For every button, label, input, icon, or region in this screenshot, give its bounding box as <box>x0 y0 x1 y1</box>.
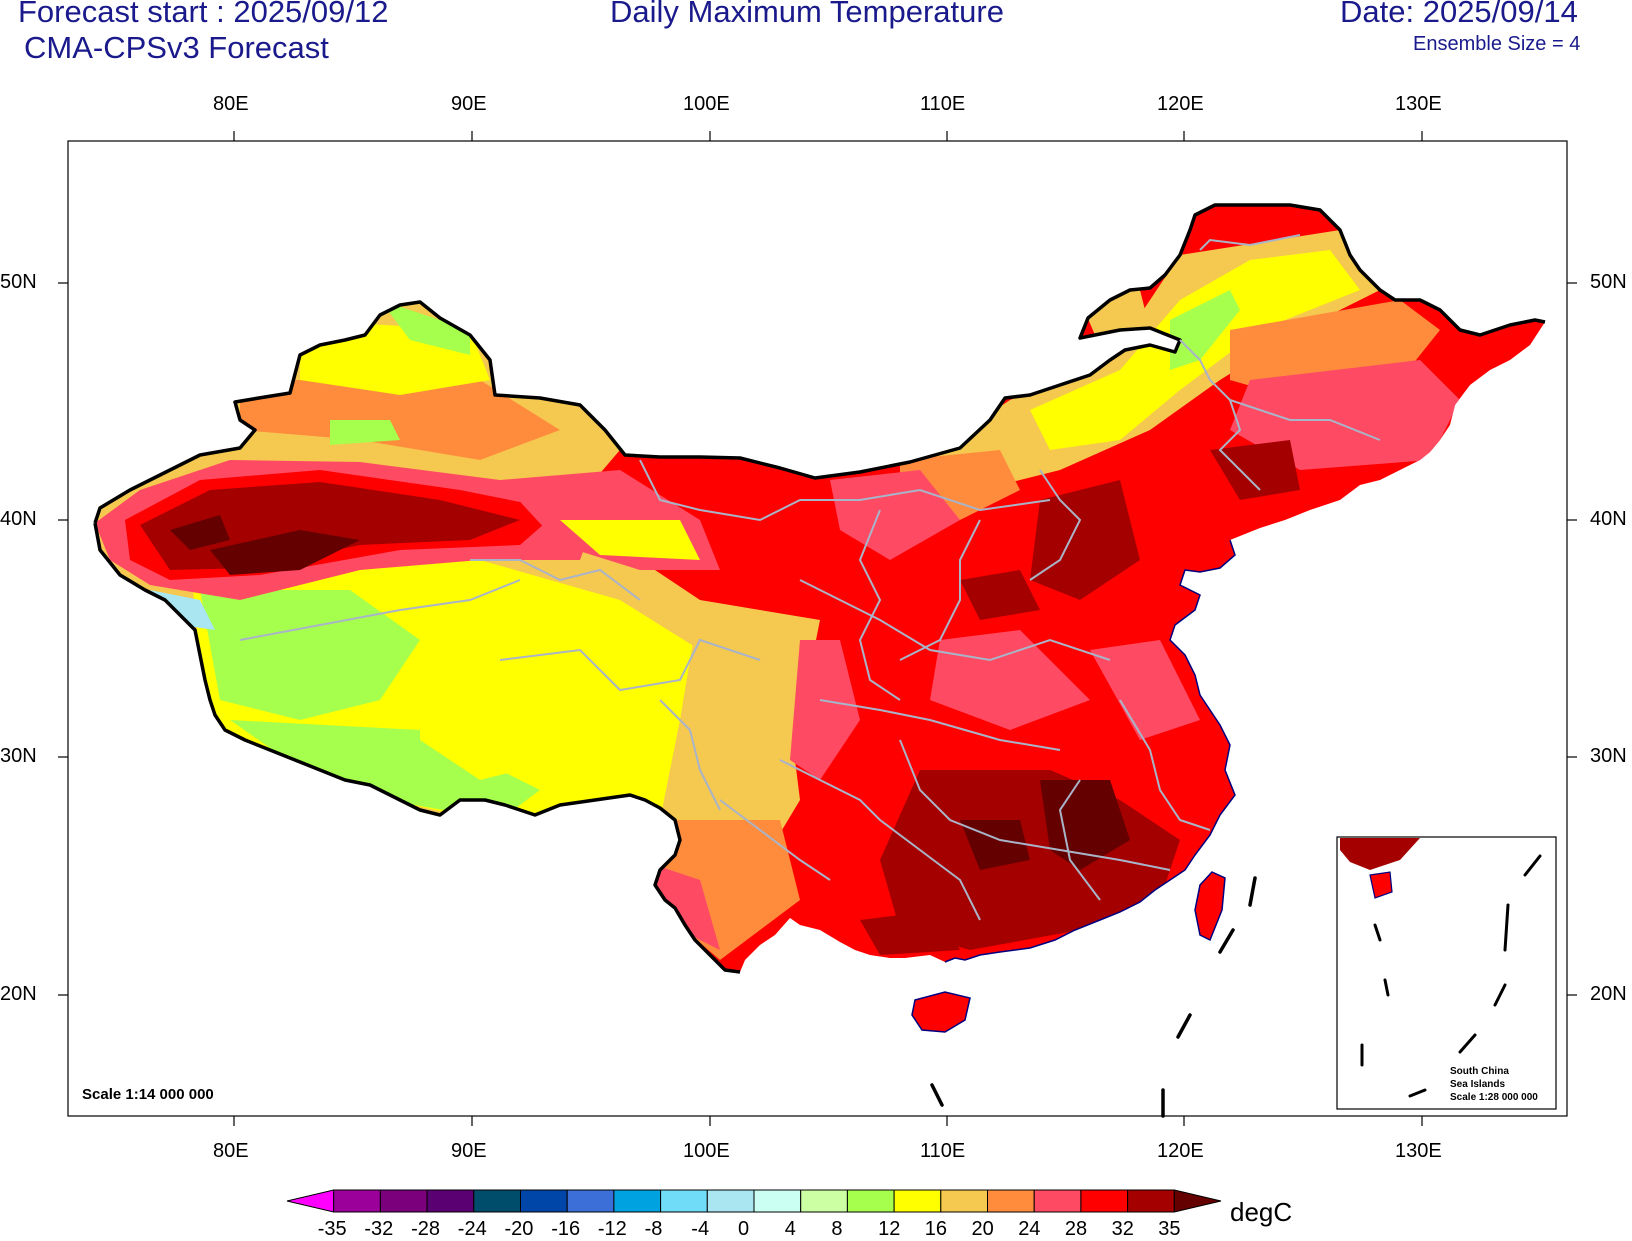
lat-label: 20N <box>1590 983 1627 1005</box>
colorbar-swatch <box>286 1189 335 1213</box>
colorbar-swatch <box>753 1189 802 1213</box>
colorbar-swatch <box>940 1189 988 1213</box>
china-border <box>93 203 1546 974</box>
inset-map <box>1336 836 1557 1110</box>
colorbar-tick-label: -32 <box>364 1218 394 1240</box>
colorbar-swatch <box>1173 1189 1222 1213</box>
lat-ticks <box>58 282 1577 996</box>
colorbar-tick-label: -4 <box>691 1218 710 1240</box>
lat-label: 20N <box>0 983 37 1005</box>
lat-label: 30N <box>1590 745 1627 767</box>
lat-label: 50N <box>1590 271 1627 293</box>
colorbar-tick-label: -35 <box>317 1218 347 1240</box>
lat-label: 50N <box>0 271 37 293</box>
lon-label: 120E <box>1157 1140 1204 1162</box>
colorbar-swatch <box>613 1189 662 1213</box>
lon-label: 90E <box>451 1140 487 1162</box>
colorbar-tick-label: 8 <box>831 1218 843 1240</box>
colorbar-tick-label: -24 <box>457 1218 487 1240</box>
coastline <box>944 539 1236 963</box>
colorbar-tick-label: 12 <box>878 1218 901 1240</box>
colorbar-swatch <box>1127 1189 1175 1213</box>
inset-label-2: Sea Islands <box>1450 1079 1506 1090</box>
colorbar-swatch <box>520 1189 568 1213</box>
inset-label-3: Scale 1:28 000 000 <box>1450 1092 1538 1103</box>
colorbar-tick-label: -28 <box>411 1218 440 1240</box>
colorbar-swatch <box>660 1189 708 1213</box>
lon-label: 120E <box>1157 93 1204 115</box>
lon-label: 130E <box>1395 93 1442 115</box>
lon-ticks <box>233 131 1423 1126</box>
colorbar-tick-label: 24 <box>1018 1218 1041 1240</box>
colorbar-tick-label: -20 <box>504 1218 534 1240</box>
colorbar-tick-label: 32 <box>1111 1218 1134 1240</box>
date-label: Date: 2025/09/14 <box>1340 0 1578 29</box>
colorbar-swatch <box>893 1189 942 1213</box>
lon-label: 130E <box>1395 1140 1442 1162</box>
colorbar-swatch <box>846 1189 895 1213</box>
colorbar-swatch <box>426 1189 475 1213</box>
colorbar-tick-label: -12 <box>597 1218 627 1240</box>
colorbar-swatch <box>473 1189 521 1213</box>
colorbar-tick-label: 0 <box>738 1218 750 1240</box>
hainan <box>911 991 971 1033</box>
colorbar-swatch <box>800 1189 848 1213</box>
colorbar-swatch <box>987 1189 1035 1213</box>
inset-label-1: South China <box>1450 1066 1509 1077</box>
lon-label: 100E <box>683 93 730 115</box>
lon-label: 110E <box>920 1140 966 1162</box>
lon-label: 100E <box>683 1140 730 1162</box>
colorbar-unit: degC <box>1230 1197 1293 1227</box>
lon-label: 80E <box>213 1140 249 1162</box>
colorbar-tick-label: 4 <box>784 1218 796 1240</box>
lon-label: 90E <box>451 93 487 115</box>
lat-label: 30N <box>0 745 37 767</box>
lat-label: 40N <box>1590 508 1627 530</box>
colorbar-swatch <box>706 1189 755 1213</box>
colorbar-tick-label: 16 <box>924 1218 948 1240</box>
dash-line <box>930 876 1257 1118</box>
taiwan <box>1194 871 1226 942</box>
lon-label: 110E <box>920 93 966 115</box>
model-label: CMA-CPSv3 Forecast <box>24 30 329 65</box>
colorbar-tick-label: -8 <box>644 1218 663 1240</box>
colorbar-tick-label: 28 <box>1064 1218 1088 1240</box>
colorbar <box>286 1189 1222 1213</box>
colorbar-swatch <box>1080 1189 1129 1213</box>
colorbar-swatch <box>379 1189 428 1213</box>
ensemble-label: Ensemble Size = 4 <box>1413 33 1581 55</box>
lat-label: 40N <box>0 508 37 530</box>
colorbar-tick-label: 20 <box>971 1218 994 1240</box>
colorbar-tick-label: -16 <box>551 1218 581 1240</box>
scale-label: Scale 1:14 000 000 <box>82 1086 214 1103</box>
lon-label: 80E <box>213 93 249 115</box>
province-boundaries <box>239 234 1381 921</box>
colorbar-swatch <box>1033 1189 1082 1213</box>
map-title: Daily Maximum Temperature <box>610 0 1004 29</box>
colorbar-swatch <box>566 1189 615 1213</box>
colorbar-swatch <box>333 1189 381 1213</box>
forecast-start-label: Forecast start : 2025/09/12 <box>18 0 389 29</box>
colorbar-tick-label: 35 <box>1158 1218 1181 1240</box>
